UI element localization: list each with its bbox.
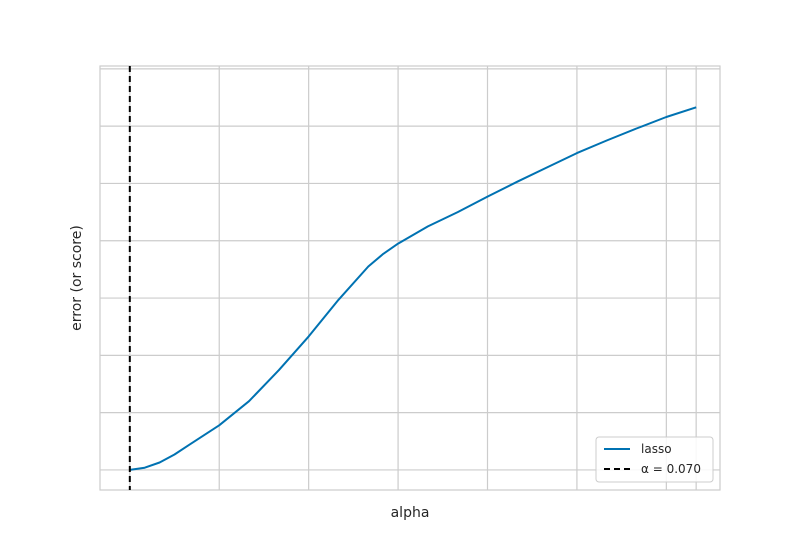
x-axis-label: alpha [391,505,430,521]
legend: lasso α = 0.070 [595,436,714,483]
legend-label-lasso: lasso [641,442,672,456]
plot-area [100,66,720,490]
plot-frame [99,65,721,491]
y-axis-label: error (or score) [69,225,85,331]
grid-y [100,68,720,471]
grid-x [129,66,697,490]
series-line-lasso [129,106,697,471]
series-layer [128,66,697,490]
legend-label-vline: α = 0.070 [641,462,701,476]
